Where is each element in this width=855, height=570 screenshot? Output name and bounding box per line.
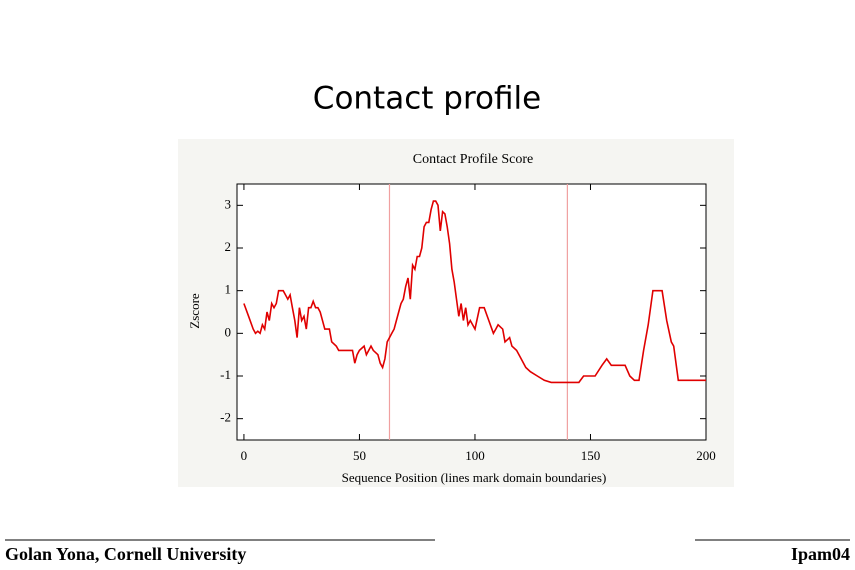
chart-title: Contact Profile Score xyxy=(413,152,534,167)
x-tick-label: 100 xyxy=(465,448,485,463)
x-tick-label: 150 xyxy=(581,448,601,463)
y-tick-label: 3 xyxy=(225,196,232,211)
footer-left: Golan Yona, Cornell University xyxy=(5,544,246,564)
plot-frame xyxy=(236,183,707,441)
x-axis-label: Sequence Position (lines mark domain bou… xyxy=(342,470,607,485)
y-tick-label: 0 xyxy=(225,324,232,339)
x-tick-label: 0 xyxy=(241,448,248,463)
y-tick-label: -1 xyxy=(220,367,231,382)
x-tick-label: 200 xyxy=(696,448,716,463)
profile-line xyxy=(243,200,706,384)
y-tick-label: 2 xyxy=(225,239,232,254)
slide-title: Contact profile xyxy=(313,81,541,117)
y-tick-label: 1 xyxy=(225,282,232,297)
footer-right: Ipam04 xyxy=(791,544,850,564)
y-tick-label: -2 xyxy=(220,410,231,425)
x-tick-label: 50 xyxy=(353,448,366,463)
y-axis-label: Zscore xyxy=(187,293,202,329)
